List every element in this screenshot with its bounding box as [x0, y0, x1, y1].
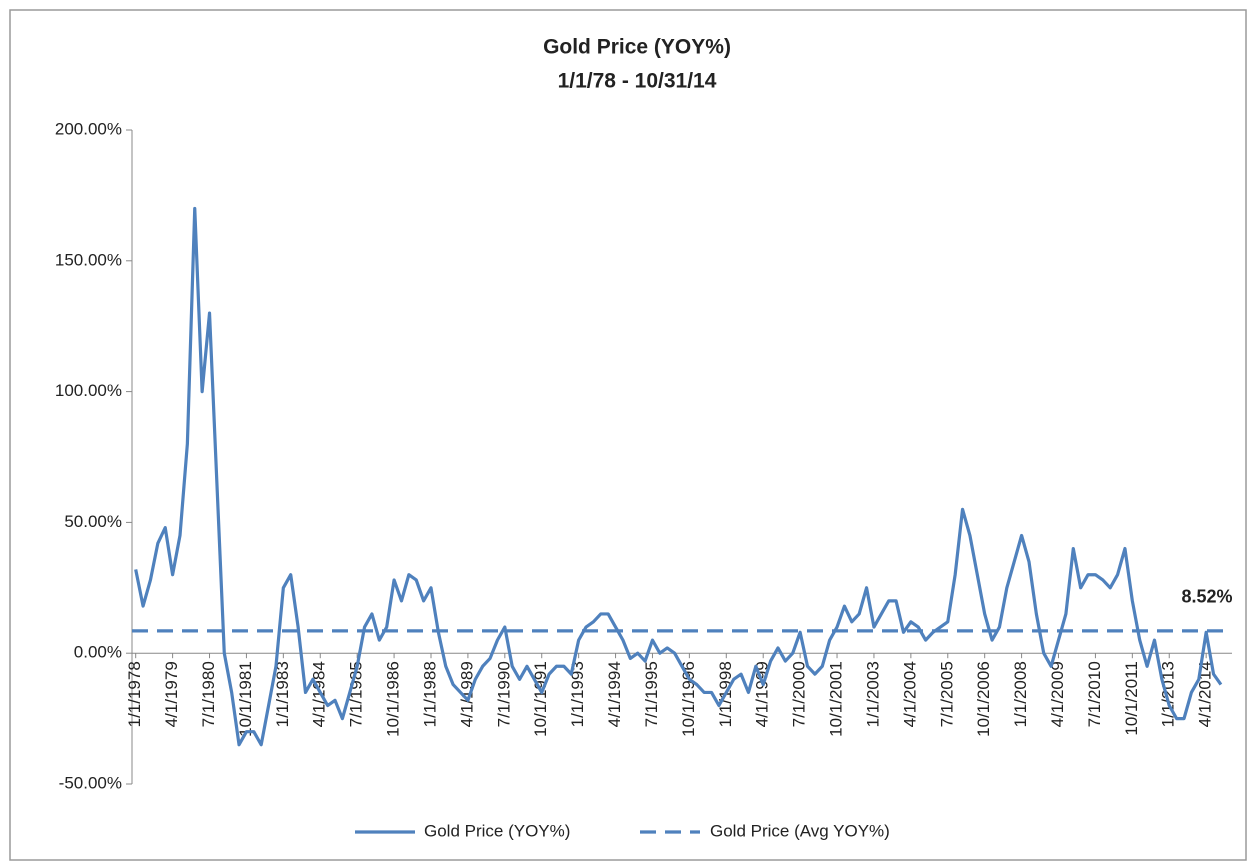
x-tick-label: 4/1/2004	[900, 661, 919, 727]
x-tick-label: 10/1/2001	[827, 661, 846, 737]
x-tick-label: 7/1/2000	[790, 661, 809, 727]
x-tick-label: 7/1/1980	[199, 661, 218, 727]
y-tick-label: 200.00%	[55, 119, 122, 138]
x-tick-label: 4/1/1989	[457, 661, 476, 727]
x-tick-label: 7/1/1995	[642, 661, 661, 727]
chart-frame	[9, 9, 1247, 861]
x-tick-label: 1/1/1983	[273, 661, 292, 727]
x-tick-label: 1/1/1993	[568, 661, 587, 727]
x-tick-label: 10/1/1981	[236, 661, 255, 737]
y-tick-label: 150.00%	[55, 250, 122, 269]
y-tick-label: -50.00%	[59, 773, 122, 792]
x-tick-label: 4/1/1994	[605, 661, 624, 727]
legend-label: Gold Price (YOY%)	[424, 821, 570, 840]
x-tick-label: 1/1/2003	[863, 661, 882, 727]
x-tick-label: 4/1/2009	[1048, 661, 1067, 727]
data-line	[134, 206, 1223, 747]
legend-label: Gold Price (Avg YOY%)	[710, 821, 890, 840]
x-tick-label: 1/1/2008	[1011, 661, 1030, 727]
x-tick-label: 7/1/1985	[347, 661, 366, 727]
y-tick-label: 100.00%	[55, 381, 122, 400]
y-tick-label: 0.00%	[74, 643, 122, 662]
x-tick-label: 7/1/2010	[1085, 661, 1104, 727]
y-tick-label: 50.00%	[64, 512, 122, 531]
x-tick-label: 10/1/2011	[1122, 661, 1141, 735]
chart-title: Gold Price (YOY%)	[543, 36, 731, 59]
x-tick-label: 10/1/1996	[679, 661, 698, 737]
chart-subtitle: 1/1/78 - 10/31/14	[558, 70, 717, 93]
average-label: 8.52%	[1181, 587, 1232, 607]
x-tick-label: 10/1/1986	[384, 661, 403, 737]
x-tick-label: 1/1/1988	[420, 661, 439, 727]
x-tick-label: 7/1/1990	[494, 661, 513, 727]
x-tick-label: 4/1/1984	[310, 661, 329, 727]
x-tick-label: 4/1/1979	[162, 661, 181, 727]
x-tick-label: 7/1/2005	[937, 661, 956, 727]
x-tick-label: 1/1/1978	[125, 661, 144, 727]
x-tick-label: 10/1/1991	[531, 661, 550, 737]
x-tick-label: 10/1/2006	[974, 661, 993, 737]
